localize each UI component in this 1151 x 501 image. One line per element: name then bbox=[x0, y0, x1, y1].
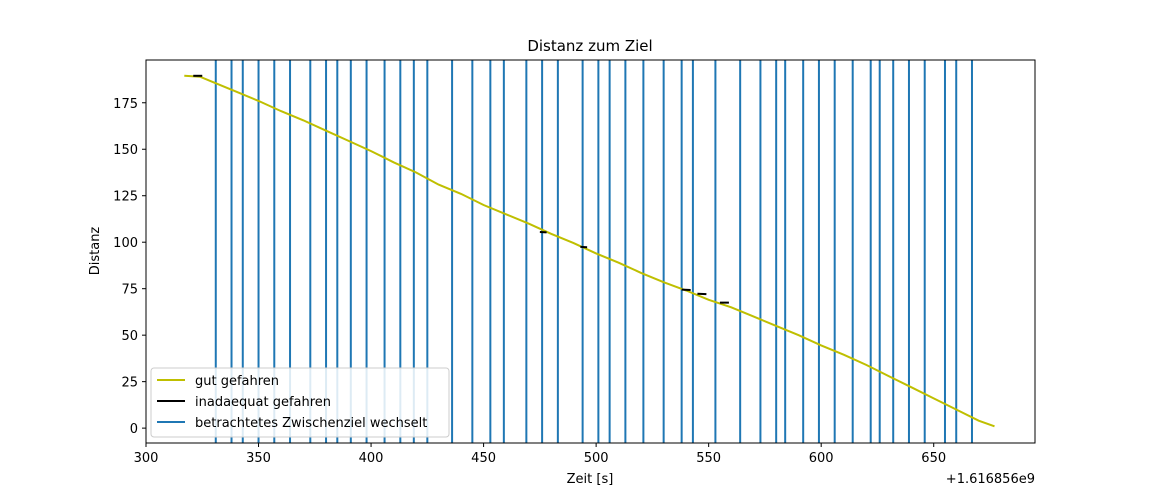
y-tick-label: 150 bbox=[113, 143, 138, 158]
legend: gut gefahren inadaequat gefahren betrach… bbox=[151, 368, 449, 437]
x-tick-label: 550 bbox=[696, 451, 721, 466]
y-axis-label: Distanz bbox=[88, 227, 103, 276]
y-tick-label: 50 bbox=[121, 329, 138, 344]
x-tick-label: 300 bbox=[134, 451, 159, 466]
x-tick-label: 600 bbox=[809, 451, 834, 466]
legend-label-good: gut gefahren bbox=[195, 374, 279, 389]
x-axis-offset-label: +1.616856e9 bbox=[946, 472, 1035, 487]
y-tick-label: 75 bbox=[121, 283, 138, 298]
y-axis-ticks: 0 25 50 75 100 125 150 175 bbox=[113, 97, 146, 437]
chart-title: Distanz zum Ziel bbox=[527, 37, 652, 55]
x-axis-ticks: 300 350 400 450 500 550 600 650 bbox=[134, 443, 947, 466]
y-tick-label: 175 bbox=[113, 97, 138, 112]
legend-label-inadequate: inadaequat gefahren bbox=[195, 395, 331, 410]
x-tick-label: 500 bbox=[584, 451, 609, 466]
x-tick-label: 400 bbox=[359, 451, 384, 466]
x-tick-label: 350 bbox=[246, 451, 271, 466]
x-tick-label: 650 bbox=[921, 451, 946, 466]
y-tick-label: 100 bbox=[113, 236, 138, 251]
legend-label-switch: betrachtetes Zwischenziel wechselt bbox=[195, 416, 427, 431]
y-tick-label: 25 bbox=[121, 376, 138, 391]
x-axis-label: Zeit [s] bbox=[567, 472, 614, 487]
y-tick-label: 125 bbox=[113, 190, 138, 205]
y-tick-label: 0 bbox=[130, 422, 138, 437]
x-tick-label: 450 bbox=[471, 451, 496, 466]
